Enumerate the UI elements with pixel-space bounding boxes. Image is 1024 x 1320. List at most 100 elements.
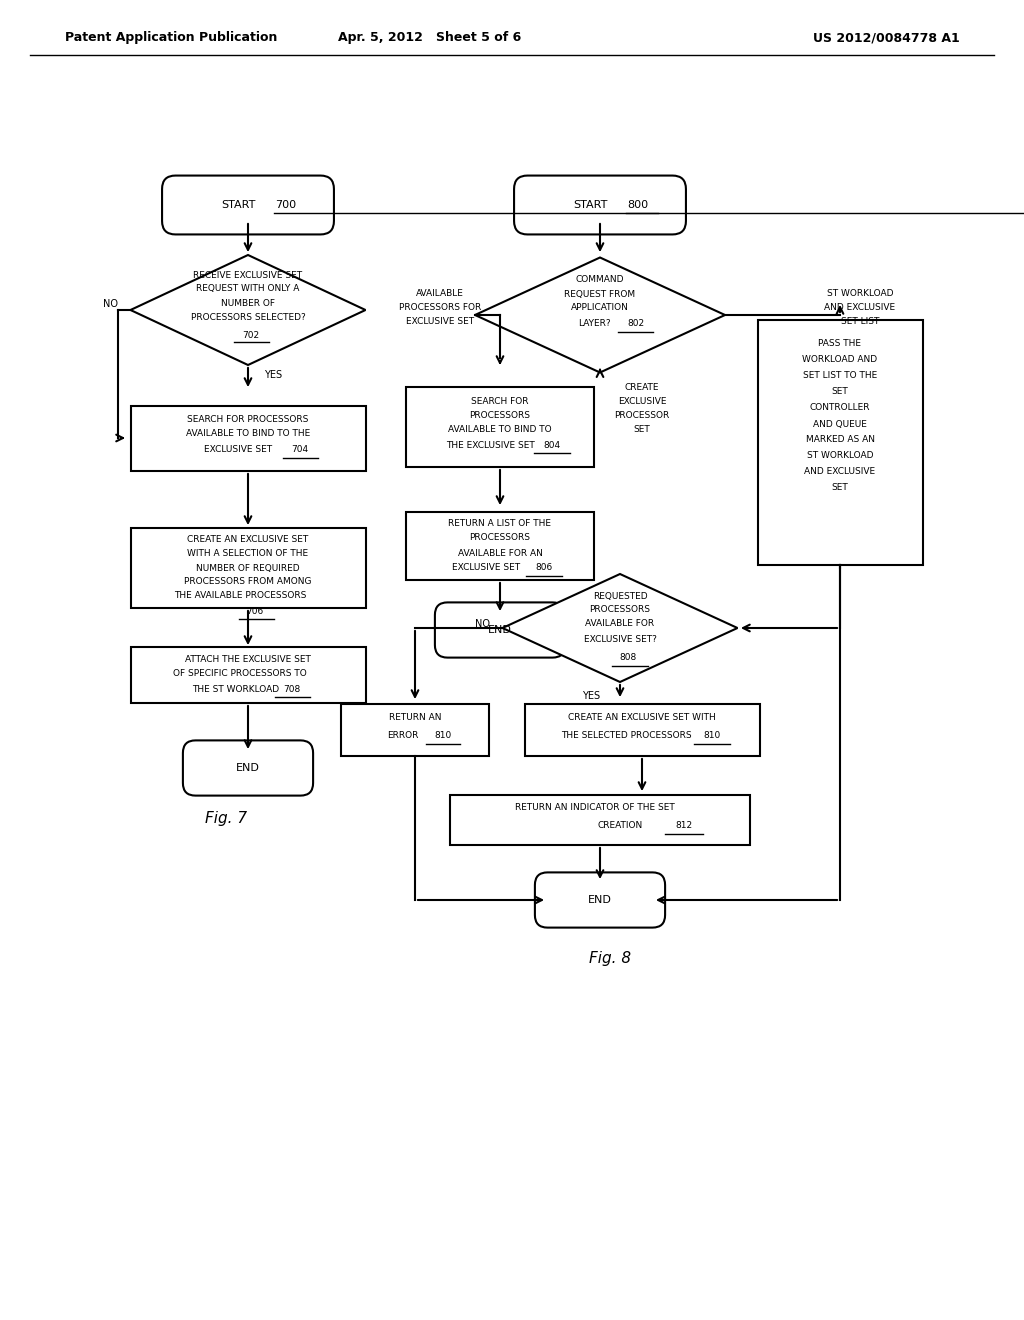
FancyBboxPatch shape — [406, 387, 594, 467]
Polygon shape — [475, 257, 725, 372]
Text: AVAILABLE FOR AN: AVAILABLE FOR AN — [458, 549, 543, 558]
FancyBboxPatch shape — [450, 795, 750, 845]
Text: 800: 800 — [628, 201, 648, 210]
Text: AND QUEUE: AND QUEUE — [813, 420, 867, 429]
Text: NO: NO — [475, 619, 490, 630]
Text: 700: 700 — [275, 201, 297, 210]
Text: 702: 702 — [243, 330, 259, 339]
FancyBboxPatch shape — [341, 704, 489, 756]
FancyBboxPatch shape — [524, 704, 760, 756]
Text: 704: 704 — [292, 446, 308, 454]
Text: AVAILABLE TO BIND TO: AVAILABLE TO BIND TO — [449, 425, 552, 433]
Text: Fig. 7: Fig. 7 — [205, 810, 247, 825]
Text: 806: 806 — [536, 564, 553, 573]
Text: AVAILABLE TO BIND TO THE: AVAILABLE TO BIND TO THE — [186, 429, 310, 438]
Text: EXCLUSIVE SET: EXCLUSIVE SET — [452, 564, 520, 573]
Text: NUMBER OF REQUIRED: NUMBER OF REQUIRED — [197, 564, 300, 573]
Text: PROCESSORS SELECTED?: PROCESSORS SELECTED? — [190, 313, 305, 322]
Text: WITH A SELECTION OF THE: WITH A SELECTION OF THE — [187, 549, 308, 558]
Text: PROCESSORS FROM AMONG: PROCESSORS FROM AMONG — [184, 578, 311, 586]
Text: START: START — [221, 201, 255, 210]
Polygon shape — [130, 255, 366, 366]
Text: THE SELECTED PROCESSORS: THE SELECTED PROCESSORS — [561, 731, 691, 741]
FancyBboxPatch shape — [162, 176, 334, 235]
Text: END: END — [237, 763, 260, 774]
Text: Apr. 5, 2012   Sheet 5 of 6: Apr. 5, 2012 Sheet 5 of 6 — [338, 32, 521, 45]
Text: AVAILABLE FOR: AVAILABLE FOR — [586, 619, 654, 628]
Text: CREATE: CREATE — [625, 383, 659, 392]
Text: EXCLUSIVE SET: EXCLUSIVE SET — [204, 446, 272, 454]
Text: RETURN AN INDICATOR OF THE SET: RETURN AN INDICATOR OF THE SET — [515, 804, 675, 813]
Text: OF SPECIFIC PROCESSORS TO: OF SPECIFIC PROCESSORS TO — [173, 668, 307, 677]
Text: SEARCH FOR: SEARCH FOR — [471, 396, 528, 405]
Text: THE EXCLUSIVE SET: THE EXCLUSIVE SET — [445, 441, 535, 450]
FancyBboxPatch shape — [130, 405, 366, 470]
FancyBboxPatch shape — [435, 602, 565, 657]
Text: SET: SET — [634, 425, 650, 433]
Text: ST WORKLOAD: ST WORKLOAD — [807, 451, 873, 461]
Text: PASS THE: PASS THE — [818, 339, 861, 348]
Text: END: END — [588, 895, 612, 906]
Text: EXCLUSIVE: EXCLUSIVE — [617, 396, 667, 405]
Text: YES: YES — [582, 690, 600, 701]
Text: LAYER?: LAYER? — [578, 319, 610, 329]
Text: PROCESSOR: PROCESSOR — [614, 411, 670, 420]
Text: Fig. 8: Fig. 8 — [589, 950, 631, 965]
Text: YES: YES — [264, 370, 283, 380]
Text: REQUEST WITH ONLY A: REQUEST WITH ONLY A — [197, 285, 300, 293]
Text: 706: 706 — [247, 607, 263, 616]
Text: THE ST WORKLOAD: THE ST WORKLOAD — [193, 685, 280, 693]
Text: SET: SET — [831, 388, 848, 396]
Text: START: START — [572, 201, 607, 210]
Text: THE AVAILABLE PROCESSORS: THE AVAILABLE PROCESSORS — [174, 591, 306, 601]
Text: CREATE AN EXCLUSIVE SET WITH: CREATE AN EXCLUSIVE SET WITH — [568, 714, 716, 722]
FancyBboxPatch shape — [514, 176, 686, 235]
Text: CONTROLLER: CONTROLLER — [810, 404, 870, 412]
Text: COMMAND: COMMAND — [575, 276, 625, 285]
Text: REQUEST FROM: REQUEST FROM — [564, 289, 636, 298]
Text: SET LIST: SET LIST — [841, 318, 880, 326]
Text: PROCESSORS: PROCESSORS — [590, 606, 650, 615]
Text: END: END — [488, 624, 512, 635]
Text: PROCESSORS: PROCESSORS — [469, 533, 530, 543]
FancyBboxPatch shape — [183, 741, 313, 796]
Text: EXCLUSIVE SET?: EXCLUSIVE SET? — [584, 635, 656, 644]
FancyBboxPatch shape — [406, 512, 594, 579]
Text: 802: 802 — [628, 319, 644, 329]
Text: RETURN AN: RETURN AN — [389, 714, 441, 722]
Text: MARKED AS AN: MARKED AS AN — [806, 436, 874, 445]
Text: 708: 708 — [284, 685, 301, 693]
Text: 804: 804 — [544, 441, 560, 450]
FancyBboxPatch shape — [758, 319, 923, 565]
Text: REQUESTED: REQUESTED — [593, 591, 647, 601]
FancyBboxPatch shape — [130, 647, 366, 704]
Text: 810: 810 — [434, 731, 452, 741]
Text: APPLICATION: APPLICATION — [571, 304, 629, 313]
Text: RECEIVE EXCLUSIVE SET: RECEIVE EXCLUSIVE SET — [194, 271, 302, 280]
Text: SET LIST TO THE: SET LIST TO THE — [803, 371, 878, 380]
Text: SEARCH FOR PROCESSORS: SEARCH FOR PROCESSORS — [187, 416, 308, 425]
Text: EXCLUSIVE SET: EXCLUSIVE SET — [406, 318, 474, 326]
Text: US 2012/0084778 A1: US 2012/0084778 A1 — [813, 32, 961, 45]
Text: RETURN A LIST OF THE: RETURN A LIST OF THE — [449, 520, 552, 528]
Text: ATTACH THE EXCLUSIVE SET: ATTACH THE EXCLUSIVE SET — [185, 655, 311, 664]
FancyBboxPatch shape — [130, 528, 366, 609]
Text: 810: 810 — [703, 731, 721, 741]
Text: NUMBER OF: NUMBER OF — [221, 298, 275, 308]
Text: ST WORKLOAD: ST WORKLOAD — [826, 289, 893, 298]
Text: PROCESSORS: PROCESSORS — [469, 411, 530, 420]
Text: CREATE AN EXCLUSIVE SET: CREATE AN EXCLUSIVE SET — [187, 536, 308, 544]
FancyBboxPatch shape — [535, 873, 666, 928]
Text: PROCESSORS FOR: PROCESSORS FOR — [399, 304, 481, 313]
Text: 812: 812 — [676, 821, 692, 830]
Text: 808: 808 — [620, 653, 637, 663]
Text: CREATION: CREATION — [597, 821, 643, 830]
Text: Patent Application Publication: Patent Application Publication — [65, 32, 278, 45]
Text: AND EXCLUSIVE: AND EXCLUSIVE — [824, 304, 896, 313]
Text: AND EXCLUSIVE: AND EXCLUSIVE — [805, 467, 876, 477]
Text: WORKLOAD AND: WORKLOAD AND — [803, 355, 878, 364]
Text: ERROR: ERROR — [387, 731, 419, 741]
Polygon shape — [503, 574, 737, 682]
Text: SET: SET — [831, 483, 848, 492]
Text: AVAILABLE: AVAILABLE — [416, 289, 464, 298]
